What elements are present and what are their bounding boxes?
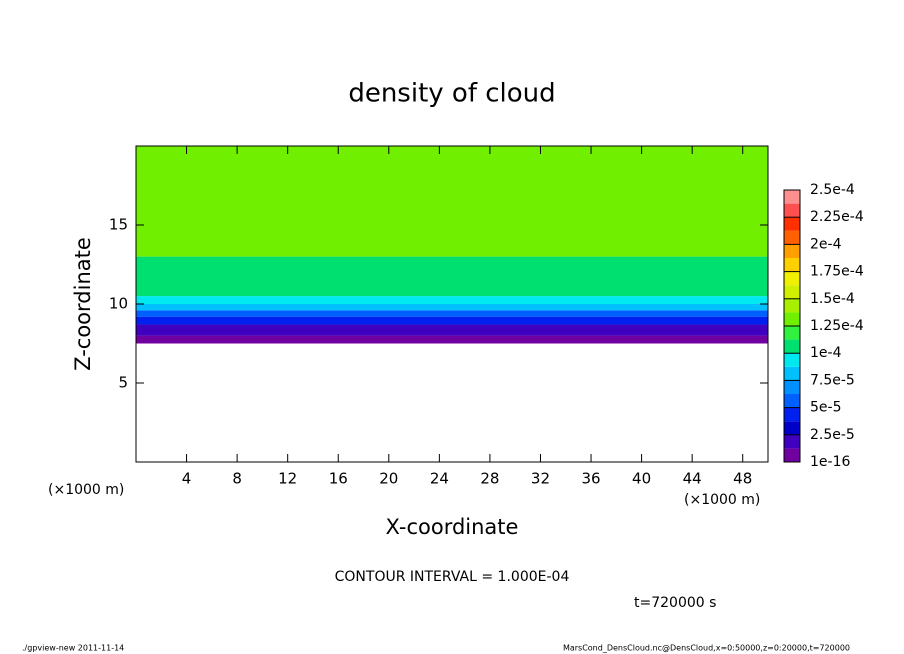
time-label: t=720000 s: [634, 595, 716, 611]
field-band: [136, 304, 768, 311]
chart-title: density of cloud: [348, 79, 555, 109]
colorbar-label: 1.75e-4: [810, 264, 864, 280]
field-band: [136, 316, 768, 325]
colorbar-swatch: [784, 203, 800, 218]
colorbar-swatch: [784, 312, 800, 326]
y-axis-label: Z-coordinate: [71, 237, 95, 371]
colorbar-swatch: [784, 380, 800, 394]
colorbar-swatch: [784, 285, 800, 299]
colorbar-swatch: [784, 217, 800, 231]
field-band: [136, 256, 768, 297]
colorbar-label: 1.25e-4: [810, 318, 864, 334]
y-tick-label: 15: [109, 216, 128, 234]
colorbar-label: 2.5e-5: [810, 427, 855, 443]
contour-note: CONTOUR INTERVAL = 1.000E-04: [335, 569, 570, 585]
x-tick-label: 24: [430, 470, 449, 488]
field-band: [136, 310, 768, 317]
colorbar-swatch: [784, 366, 800, 381]
field-band: [136, 324, 768, 336]
colorbar-swatch: [784, 298, 800, 313]
x-tick-label: 40: [632, 470, 651, 488]
x-tick-label: 20: [379, 470, 398, 488]
colorbar-swatch: [784, 339, 800, 354]
y-tick-label: 10: [109, 295, 128, 313]
x-tick-label: 44: [683, 470, 702, 488]
footer-left: ./gpview-new 2011-11-14: [22, 644, 124, 653]
x-unit-label: (×1000 m): [684, 492, 760, 508]
colorbar-label: 1.5e-4: [810, 291, 855, 307]
colorbar-swatch: [784, 434, 800, 449]
colorbar-label: 2.25e-4: [810, 209, 864, 225]
x-tick-label: 28: [480, 470, 499, 488]
colorbar-label: 7.5e-5: [810, 372, 855, 388]
colorbar-swatch: [784, 258, 800, 272]
colorbar-swatch: [784, 394, 800, 408]
colorbar-swatch: [784, 326, 800, 340]
y-tick-label: 5: [118, 374, 128, 392]
field-band: [136, 146, 768, 257]
footer-right: MarsCond_DensCloud.nc@DensCloud,x=0:5000…: [563, 644, 850, 653]
x-tick-label: 36: [581, 470, 600, 488]
x-tick-label: 16: [329, 470, 348, 488]
colorbar-swatch: [784, 353, 800, 367]
field-band: [136, 296, 768, 304]
colorbar-swatch: [784, 230, 800, 245]
x-tick-label: 12: [278, 470, 297, 488]
colorbar-label: 1e-4: [810, 345, 842, 361]
x-tick-label: 4: [182, 470, 192, 488]
x-tick-label: 32: [531, 470, 550, 488]
colorbar-swatch: [784, 271, 800, 286]
colorbar-swatch: [784, 448, 800, 462]
colorbar-swatch: [784, 407, 800, 422]
colorbar-label: 2.5e-4: [810, 182, 855, 198]
x-tick-label: 8: [232, 470, 242, 488]
colorbar-label: 1e-16: [810, 454, 850, 470]
x-unit-label: (×1000 m): [48, 482, 124, 498]
colorbar-swatch: [784, 421, 800, 435]
colorbar-swatch: [784, 244, 800, 258]
colorbar-swatch: [784, 190, 800, 204]
colorbar-label: 2e-4: [810, 236, 842, 252]
x-axis-label: X-coordinate: [386, 515, 519, 539]
colorbar-label: 5e-5: [810, 400, 841, 416]
x-tick-label: 48: [733, 470, 752, 488]
field-band: [136, 335, 768, 344]
